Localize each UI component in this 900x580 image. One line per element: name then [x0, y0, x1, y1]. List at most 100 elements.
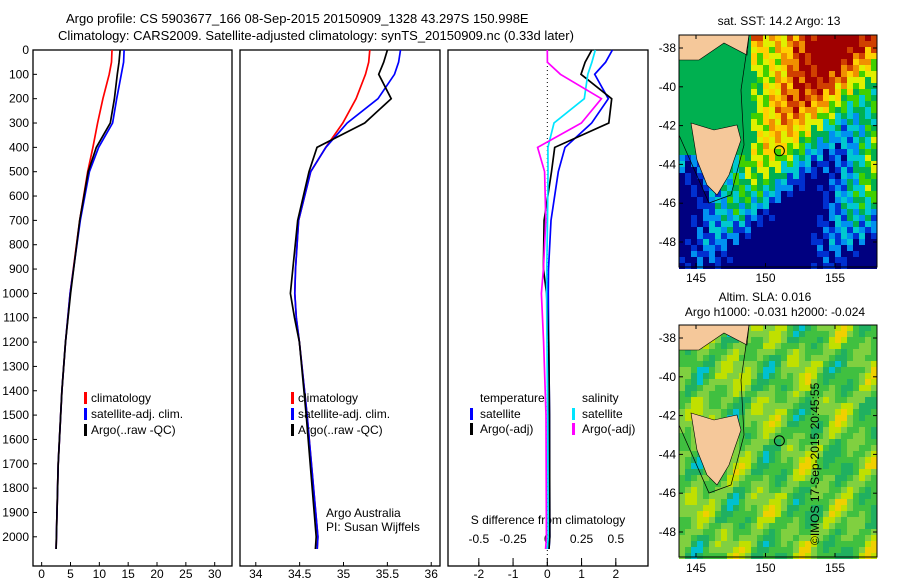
map-cell: [691, 451, 697, 457]
x-tick-label: -2: [473, 567, 484, 580]
map-cell: [721, 251, 727, 257]
map-cell: [739, 191, 745, 197]
map-cell: [859, 137, 865, 143]
map-cell: [781, 331, 787, 337]
map-cell: [853, 179, 859, 185]
map-cell: [733, 77, 739, 83]
map-cell: [817, 325, 823, 331]
map-cell: [697, 221, 703, 227]
map-cell: [763, 493, 769, 499]
map-cell: [757, 59, 763, 65]
map-cell: [847, 499, 853, 505]
map-cell: [727, 547, 733, 553]
map-cell: [871, 343, 877, 349]
lat-tick-label: -40: [659, 80, 677, 94]
map-cell: [739, 487, 745, 493]
map-cell: [703, 65, 709, 71]
map-cell: [745, 475, 751, 481]
map-cell: [757, 155, 763, 161]
map-cell: [793, 131, 799, 137]
map-cell: [685, 529, 691, 535]
map-cell: [709, 77, 715, 83]
map-cell: [853, 257, 859, 263]
map-cell: [679, 119, 685, 125]
map-cell: [781, 215, 787, 221]
map-cell: [727, 59, 733, 65]
map-cell: [787, 263, 793, 269]
map-cell: [709, 391, 715, 397]
map-cell: [715, 355, 721, 361]
map-cell: [847, 83, 853, 89]
map-cell: [805, 53, 811, 59]
map-cell: [769, 137, 775, 143]
plot-frame: [239, 49, 441, 567]
map-cell: [787, 367, 793, 373]
map-cell: [787, 325, 793, 331]
map-cell: [805, 71, 811, 77]
map-cell: [709, 505, 715, 511]
map-cell: [685, 143, 691, 149]
map-cell: [871, 221, 877, 227]
map-cell: [787, 469, 793, 475]
map-cell: [685, 541, 691, 547]
map-cell: [769, 331, 775, 337]
map-cell: [739, 89, 745, 95]
map-cell: [721, 77, 727, 83]
y-tick-label: 800: [9, 238, 29, 252]
map-cell: [757, 77, 763, 83]
map-cell: [817, 367, 823, 373]
map-cell: [727, 355, 733, 361]
map-cell: [769, 179, 775, 185]
map-cell: [679, 257, 685, 263]
map-cell: [781, 379, 787, 385]
x-tick-label: 34.5: [288, 567, 312, 580]
map-cell: [685, 553, 691, 559]
y-tick-label: 1300: [2, 359, 29, 373]
map-cell: [871, 59, 877, 65]
map-cell: [841, 245, 847, 251]
map-cell: [763, 451, 769, 457]
map-cell: [709, 349, 715, 355]
map-cell: [823, 179, 829, 185]
map-cell: [805, 469, 811, 475]
map-cell: [775, 209, 781, 215]
map-cell: [817, 415, 823, 421]
map-cell: [685, 191, 691, 197]
map-cell: [775, 77, 781, 83]
map-cell: [817, 257, 823, 263]
map-cell: [709, 227, 715, 233]
map-cell: [775, 221, 781, 227]
map-cell: [703, 215, 709, 221]
legend-swatch: [572, 408, 575, 420]
map-cell: [781, 547, 787, 553]
map-cell: [781, 421, 787, 427]
map-cell: [769, 457, 775, 463]
map-cell: [829, 197, 835, 203]
map-cell: [805, 373, 811, 379]
map-cell: [817, 209, 823, 215]
map-cell: [793, 221, 799, 227]
map-cell: [847, 475, 853, 481]
map-cell: [835, 227, 841, 233]
map-cell: [871, 41, 877, 47]
map-cell: [781, 433, 787, 439]
map-cell: [865, 113, 871, 119]
map-cell: [865, 415, 871, 421]
map-cell: [859, 125, 865, 131]
map-cell: [775, 197, 781, 203]
map-cell: [835, 523, 841, 529]
map-cell: [805, 173, 811, 179]
map-cell: [739, 385, 745, 391]
map-cell: [775, 245, 781, 251]
map-cell: [697, 245, 703, 251]
map-cell: [859, 469, 865, 475]
map-cell: [727, 191, 733, 197]
map-cell: [829, 523, 835, 529]
map-cell: [745, 71, 751, 77]
map-cell: [853, 65, 859, 71]
y-tick-label: 1100: [3, 311, 29, 325]
map-cell: [859, 185, 865, 191]
map-cell: [835, 179, 841, 185]
map-cell: [739, 475, 745, 481]
map-cell: [685, 221, 691, 227]
